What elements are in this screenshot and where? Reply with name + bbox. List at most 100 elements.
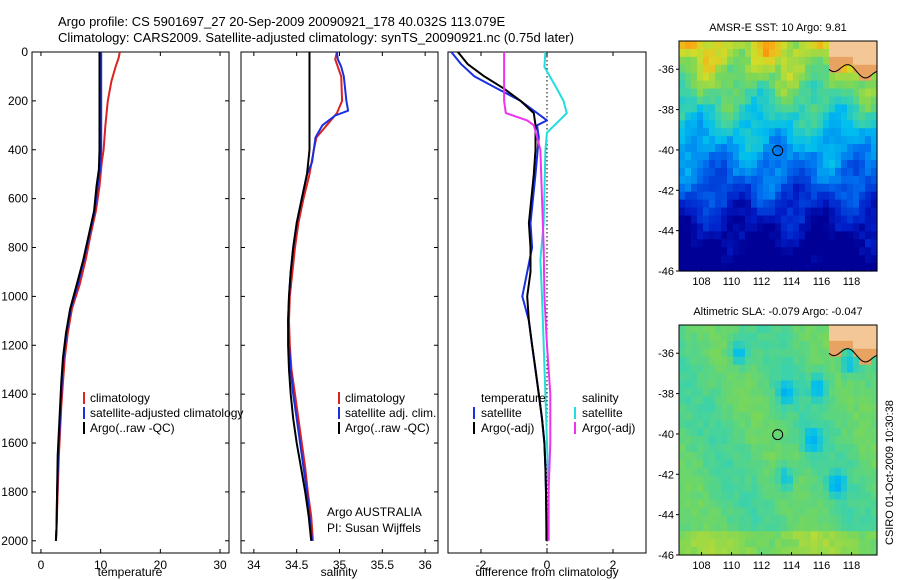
- map-cell: [841, 459, 848, 469]
- map-cell: [811, 380, 818, 390]
- map-cell: [679, 199, 686, 209]
- map-cell: [775, 183, 782, 193]
- map-cell: [739, 136, 746, 145]
- map-cell: [847, 167, 854, 177]
- map-cell: [859, 255, 866, 264]
- map-cell: [829, 255, 836, 264]
- map-cell: [679, 483, 686, 493]
- salinity-y-ticks: [241, 51, 438, 542]
- map-cell: [805, 223, 812, 232]
- map-cell: [799, 72, 806, 82]
- x-tick-label: -2: [476, 558, 487, 572]
- map-cell: [709, 372, 716, 382]
- map-cell: [781, 152, 788, 161]
- map-cell: [811, 223, 818, 232]
- map-cell: [835, 547, 842, 556]
- map-cell: [865, 451, 872, 461]
- map-cell: [865, 239, 872, 248]
- map-cell: [823, 120, 830, 129]
- map-cell: [775, 231, 782, 240]
- legend-label-climatology: climatology: [345, 391, 405, 405]
- map-cell: [703, 451, 710, 461]
- map-cell: [751, 159, 758, 169]
- map-cell: [811, 56, 818, 66]
- map-cell: [805, 96, 812, 106]
- map-cell: [841, 348, 848, 358]
- map-cell: [703, 199, 710, 209]
- map-cell: [733, 64, 740, 74]
- map-cell: [811, 539, 818, 548]
- map-cell: [817, 144, 824, 153]
- map-cell: [823, 467, 830, 477]
- map-cell: [703, 412, 710, 421]
- map-cell: [841, 475, 848, 485]
- map-cell: [733, 364, 740, 374]
- map-cell: [865, 152, 872, 161]
- y-tick-label: 600: [8, 192, 28, 206]
- map-cell: [829, 420, 836, 429]
- map-cell: [691, 340, 698, 350]
- map-cell: [817, 475, 824, 485]
- map-cell: [751, 183, 758, 193]
- map-cell: [685, 104, 692, 113]
- map-cell: [835, 199, 842, 209]
- map-cell: [757, 144, 764, 153]
- map-cell: [697, 364, 704, 374]
- map-cell: [787, 41, 794, 50]
- map-cell: [853, 396, 860, 405]
- map-cell: [757, 372, 764, 382]
- map-cell: [775, 144, 782, 153]
- map-cell: [865, 96, 872, 106]
- map-cell: [727, 436, 734, 445]
- map-cell: [793, 531, 800, 540]
- map-cell: [871, 507, 878, 516]
- sst-map-title: AMSR-E SST: 10 Argo: 9.81: [709, 22, 847, 34]
- map-cell: [697, 396, 704, 405]
- map-cell: [703, 104, 710, 113]
- map-cell: [739, 255, 746, 264]
- map-cell: [859, 412, 866, 421]
- map-cell: [775, 539, 782, 548]
- map-cell: [685, 547, 692, 556]
- map-cell: [775, 120, 782, 129]
- map-cell: [757, 451, 764, 461]
- map-cell: [781, 247, 788, 256]
- map-cell: [835, 396, 842, 405]
- map-cell: [757, 467, 764, 477]
- map-cell: [781, 531, 788, 540]
- legend-label-sal-argo: Argo(-adj): [582, 421, 635, 435]
- map-cell: [751, 72, 758, 82]
- map-cell: [805, 515, 812, 524]
- map-cell: [853, 515, 860, 524]
- map-cell: [715, 104, 722, 113]
- map-cell: [685, 215, 692, 225]
- map-cell: [805, 239, 812, 248]
- map-cell: [709, 136, 716, 145]
- map-cell: [733, 152, 740, 161]
- map-cell: [841, 96, 848, 106]
- map-cell: [829, 112, 836, 121]
- map-cell: [823, 491, 830, 501]
- map-cell: [811, 356, 818, 366]
- map-cell: [703, 64, 710, 74]
- map-cell: [811, 372, 818, 382]
- salinity-x-ticks: 34 34.5 35 35.5 36: [247, 52, 432, 572]
- map-cell: [727, 239, 734, 248]
- difference-x-ticks: -2 0 2: [476, 52, 617, 572]
- map-cell: [811, 41, 818, 50]
- map-cell: [727, 475, 734, 485]
- map-cell: [703, 467, 710, 477]
- map-cell: [787, 128, 794, 137]
- map-cell: [679, 340, 686, 350]
- map-cell: [769, 507, 776, 516]
- map-cell: [715, 404, 722, 413]
- map-cell: [829, 239, 836, 248]
- map-cell: [739, 515, 746, 524]
- map-cell: [709, 412, 716, 421]
- map-cell: [763, 459, 770, 469]
- map-cell: [685, 263, 692, 272]
- map-cell: [859, 104, 866, 113]
- map-cell: [823, 247, 830, 256]
- map-cell: [685, 420, 692, 429]
- map-cell: [859, 159, 866, 169]
